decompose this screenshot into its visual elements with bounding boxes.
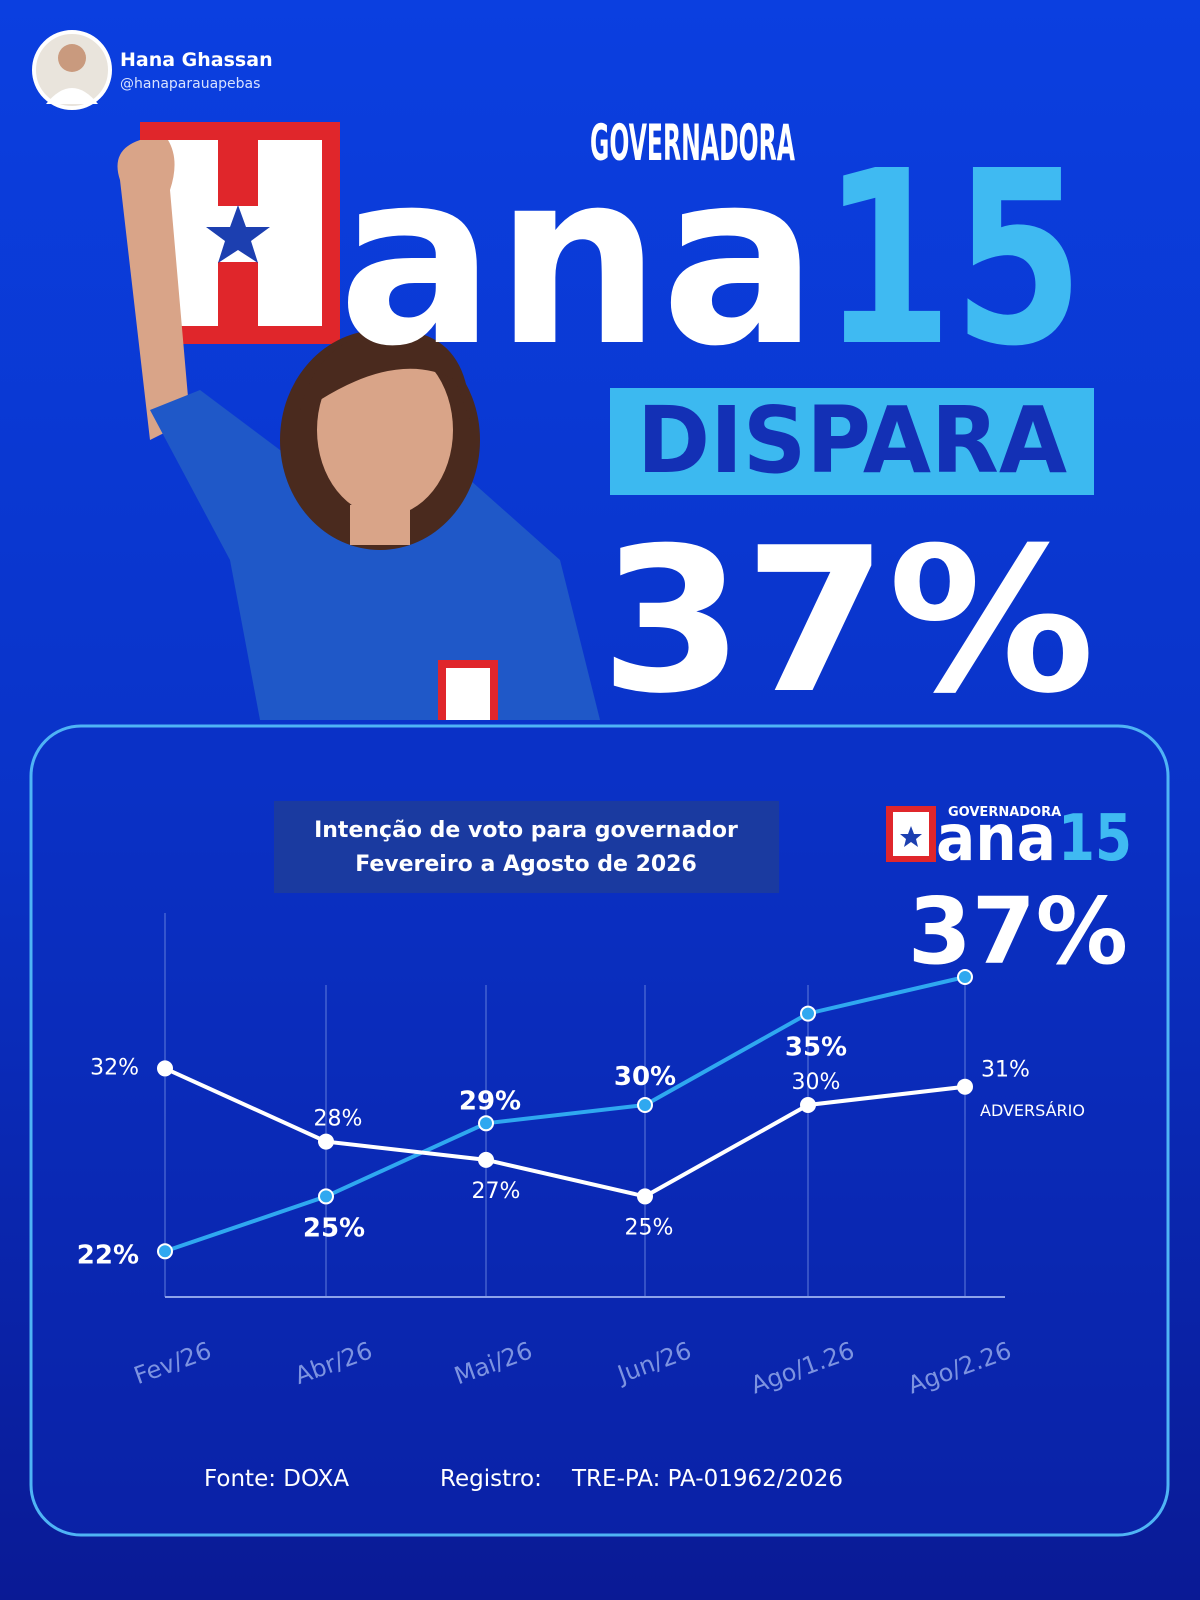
registry-label: Registro:	[440, 1466, 542, 1492]
data-label: 27%	[472, 1179, 521, 1204]
headline-box	[610, 388, 1094, 495]
data-label: 30%	[614, 1062, 676, 1092]
author-name: Hana Ghassan	[120, 49, 273, 71]
data-point	[800, 1097, 816, 1113]
data-label: 25%	[303, 1213, 365, 1243]
chart-card	[29, 724, 1170, 1537]
data-label: 31%	[981, 1058, 1030, 1083]
data-label: 30%	[792, 1070, 841, 1095]
data-label: 29%	[459, 1086, 521, 1116]
series-name: ADVERSÁRIO	[980, 1101, 1085, 1120]
avatar-body	[46, 88, 98, 104]
data-point	[318, 1188, 334, 1205]
data-label: 25%	[625, 1215, 674, 1240]
data-point	[637, 1188, 653, 1205]
registry: TRE-PA: PA-01962/2026	[571, 1466, 843, 1492]
data-point	[157, 1243, 173, 1260]
chart-logo-kicker: GOVERNADORA	[948, 805, 1061, 820]
data-label: 32%	[90, 1055, 139, 1080]
data-point	[318, 1133, 334, 1150]
poster-brand: ana	[338, 119, 818, 399]
avatar-face	[58, 44, 86, 72]
chart-title-box	[274, 801, 779, 893]
chart-subtitle: Fevereiro a Agosto de 2026	[355, 852, 697, 877]
data-point	[800, 1005, 816, 1022]
data-point	[957, 969, 973, 985]
headline: DISPARA	[637, 387, 1067, 494]
headline-percent: 37%	[600, 505, 1095, 738]
candidate-photo	[117, 140, 600, 720]
series-line	[164, 975, 966, 1254]
chart-logo-number: 15	[1058, 802, 1132, 876]
data-point	[157, 1060, 173, 1077]
data-label: 28%	[314, 1107, 363, 1132]
series-line	[164, 1066, 966, 1199]
poster-number: 15	[822, 119, 1084, 399]
data-label-highlight: 37%	[908, 878, 1128, 985]
chart-logo-brand: ana	[936, 802, 1056, 876]
chart-title: Intenção de voto para governador	[314, 818, 738, 843]
data-point	[478, 1151, 494, 1168]
data-label: 22%	[77, 1240, 139, 1270]
chart-logo	[886, 806, 936, 862]
data-point	[637, 1097, 653, 1113]
data-point	[957, 1078, 973, 1095]
data-point	[478, 1115, 494, 1132]
data-label: 35%	[785, 1033, 847, 1063]
source: Fonte: DOXA	[204, 1466, 349, 1492]
author-handle: @hanaparauapebas	[120, 76, 260, 92]
poster-kicker: GOVERNADORA	[590, 114, 795, 172]
